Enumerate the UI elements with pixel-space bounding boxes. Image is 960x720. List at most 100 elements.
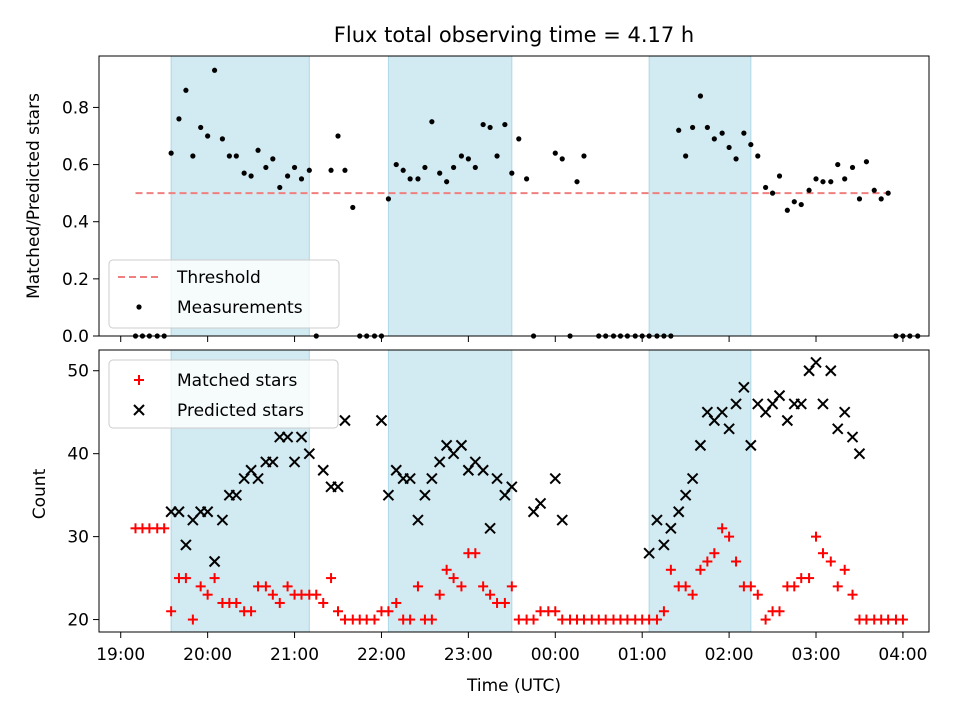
measurement-point xyxy=(291,164,298,171)
predicted-marker-b xyxy=(665,522,677,535)
measurement-point xyxy=(219,136,226,142)
predicted-marker-b xyxy=(556,514,568,526)
predicted-marker-b xyxy=(694,439,707,452)
matched-star-point xyxy=(847,589,858,600)
x-tick-label: 21:00 xyxy=(270,645,319,665)
measurement-point xyxy=(763,184,769,191)
chart-title: Flux total observing time = 4.17 h xyxy=(334,23,694,47)
predicted-star-point xyxy=(665,522,677,535)
measurement-point xyxy=(255,147,261,153)
measurement-point xyxy=(871,187,877,193)
y-tick-label: 0.4 xyxy=(62,213,89,233)
measurement-point xyxy=(263,164,269,171)
predicted-star-point xyxy=(412,514,424,526)
x-tick-label: 23:00 xyxy=(444,645,493,665)
measurement-point xyxy=(190,153,196,159)
measurement-point xyxy=(581,153,587,159)
measurement-point xyxy=(168,150,174,156)
matched-star-point xyxy=(658,606,669,617)
predicted-marker-b xyxy=(846,431,859,443)
y-tick-label: 0.0 xyxy=(62,327,89,347)
bottom-legend-box xyxy=(108,359,339,429)
predicted-star-point xyxy=(716,406,728,418)
measurement-point xyxy=(798,201,804,208)
predicted-marker-b xyxy=(230,489,243,501)
predicted-marker-b xyxy=(817,398,829,410)
matched-star-point xyxy=(528,614,539,625)
predicted-star-point xyxy=(846,431,859,443)
threshold-legend-label: Threshold xyxy=(176,268,261,288)
matched-star-point xyxy=(485,589,496,600)
measurement-point xyxy=(284,173,291,179)
measurement-point xyxy=(328,167,334,173)
predicted-star-point xyxy=(455,439,468,452)
matched-star-point xyxy=(470,548,481,559)
predicted-marker-b xyxy=(382,489,395,501)
top-legend-box xyxy=(108,259,340,329)
predicted-marker-b xyxy=(672,506,685,518)
measurement-point xyxy=(472,164,478,171)
predicted-marker-b xyxy=(469,456,482,468)
predicted-legend-swatch xyxy=(133,404,145,416)
matched-star-point xyxy=(274,597,285,608)
measurement-point xyxy=(198,124,204,131)
measurement-point xyxy=(306,167,312,173)
matched-star-point xyxy=(550,606,561,617)
measurement-point xyxy=(784,207,790,213)
matched-star-point xyxy=(260,581,271,592)
matched-star-point xyxy=(448,573,459,584)
measurement-point xyxy=(806,187,812,193)
matched-star-point xyxy=(760,614,771,625)
predicted-marker-b xyxy=(658,539,670,551)
predicted-marker-b xyxy=(303,447,316,460)
predicted-marker-b xyxy=(419,489,431,501)
matched-star-point xyxy=(412,581,423,592)
measurement-point xyxy=(444,179,450,185)
matched-star-point xyxy=(333,606,344,617)
measurement-point xyxy=(487,124,493,131)
measurement-point xyxy=(205,133,211,139)
measurement-point xyxy=(241,170,247,176)
measurement-point xyxy=(849,164,856,171)
measurement-point xyxy=(429,119,435,125)
predicted-star-point xyxy=(491,472,503,485)
measurement-point xyxy=(516,136,522,142)
shaded-interval xyxy=(648,349,752,633)
predicted-star-point xyxy=(288,456,301,468)
matched-star-point xyxy=(709,548,720,559)
predicted-marker-b xyxy=(781,414,794,427)
top-axes-frame xyxy=(98,55,930,337)
predicted-legend-label: Predicted stars xyxy=(177,401,304,421)
matched-star-point xyxy=(774,606,785,617)
measurement-point xyxy=(350,204,356,211)
predicted-marker-b xyxy=(317,464,329,476)
measurement-point xyxy=(813,176,819,182)
top-y-ticks: 0.0 0.2 0.4 0.6 0.8 xyxy=(62,98,99,347)
predicted-star-point xyxy=(375,414,388,427)
measurement-point xyxy=(270,156,276,162)
top-panel-ratio: 0.00.20.40.60.8 Matched/Predicted stars … xyxy=(24,55,930,347)
matched-star-point xyxy=(426,614,437,625)
predicted-marker-b xyxy=(651,514,663,526)
predicted-star-point xyxy=(679,489,692,501)
measurement-point xyxy=(791,199,797,205)
matched-legend-label: Matched stars xyxy=(177,371,297,391)
shaded-interval xyxy=(387,349,513,633)
predicted-marker-b xyxy=(426,472,438,485)
measurement-point xyxy=(726,144,732,151)
measurement-point xyxy=(524,176,530,182)
measurement-point xyxy=(335,133,341,139)
measurement-point xyxy=(415,176,421,182)
predicted-star-point xyxy=(556,514,568,526)
predicted-star-point xyxy=(382,489,395,501)
matched-star-point xyxy=(680,581,691,592)
bottom-legend: Matched stars Predicted stars xyxy=(108,359,339,429)
y-tick-label: 20 xyxy=(67,611,89,631)
predicted-star-point xyxy=(723,423,735,435)
measurement-point xyxy=(769,190,776,196)
matched-star-point xyxy=(804,573,815,584)
x-tick-label: 03:00 xyxy=(792,645,841,665)
predicted-marker-b xyxy=(810,356,822,369)
predicted-star-point xyxy=(173,506,185,518)
predicted-star-point xyxy=(506,481,518,493)
